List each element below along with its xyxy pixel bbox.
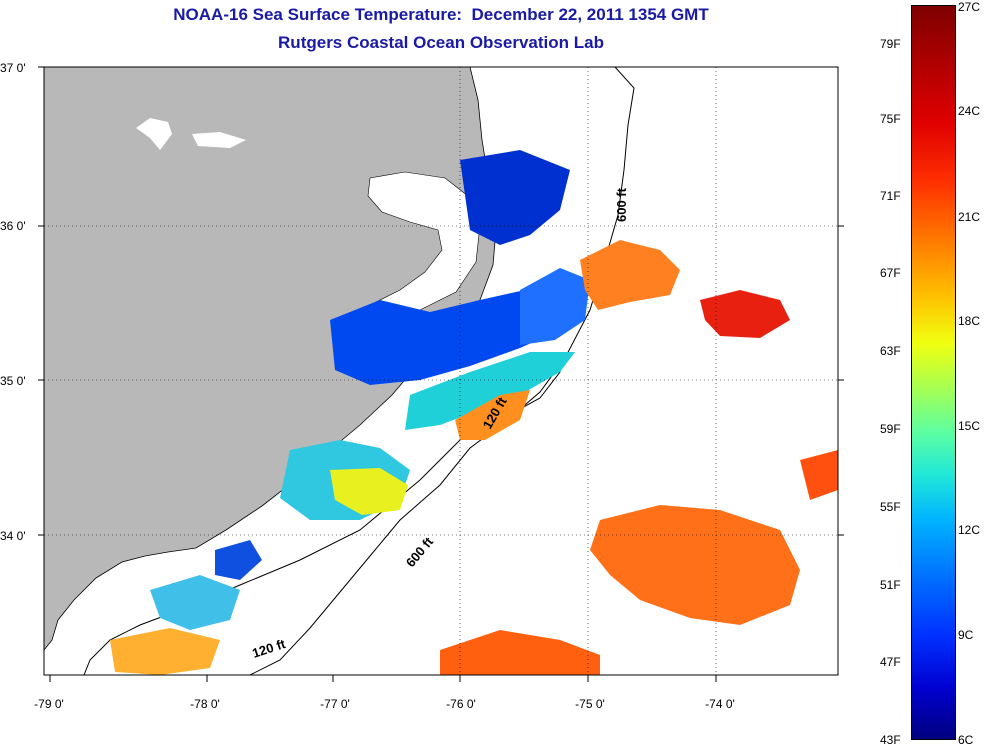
sst-blue-south: [215, 540, 262, 580]
sst-orange-south: [110, 628, 220, 675]
sst-red-patch: [700, 290, 790, 338]
lon-label-79: -79 0': [34, 697, 64, 711]
lon-label-76: -76 0': [446, 697, 476, 711]
axis-ticks: [38, 66, 844, 682]
sst-orange-bottom: [440, 630, 600, 675]
lon-label-75: -75 0': [575, 697, 605, 711]
lon-label-74: -74 0': [705, 697, 735, 711]
sst-orange-gulf: [580, 240, 680, 310]
colorbar-f-63: 63F: [880, 344, 901, 358]
sst-cyan-band: [405, 352, 575, 430]
colorbar-f-47: 47F: [880, 655, 901, 669]
map-frame: [43, 66, 839, 676]
lon-label-78: -78 0': [190, 697, 220, 711]
sst-cool-blue: [520, 268, 590, 345]
colorbar-c-9: 9C: [958, 628, 974, 642]
lat-label-34: 34 0': [0, 529, 26, 543]
colorbar-f-71: 71F: [880, 189, 901, 203]
sst-cold-north: [460, 150, 570, 245]
colorbar-c-24: 24C: [958, 104, 981, 118]
lat-label-36: 36 0': [0, 219, 26, 233]
colorbar-c-12: 12C: [958, 523, 981, 537]
sst-orange-shelf: [455, 390, 530, 440]
sst-orange-southeast: [590, 505, 800, 625]
map-subtitle: Rutgers Coastal Ocean Observation Lab: [278, 33, 604, 52]
colorbar-f-67: 67F: [880, 266, 901, 280]
colorbar-f-43: 43F: [880, 733, 901, 747]
colorbar-c-15: 15C: [958, 419, 981, 433]
colorbar-f-55: 55F: [880, 500, 901, 514]
graticule: [44, 67, 838, 675]
isobath-label-600ft-north: 600 ft: [614, 187, 629, 222]
map-title: NOAA-16 Sea Surface Temperature: Decembe…: [173, 5, 709, 24]
colorbar-f-79: 79F: [880, 37, 901, 51]
sst-cold-patch: [330, 278, 575, 385]
colorbar-f-75: 75F: [880, 112, 901, 126]
colorbar-c-21: 21C: [958, 210, 981, 224]
temperature-colorbar: [911, 5, 956, 740]
sst-cyan-south: [150, 575, 240, 630]
lat-label-37: 37 0': [0, 61, 26, 75]
river-white: [136, 118, 246, 150]
colorbar-f-59: 59F: [880, 422, 901, 436]
colorbar-c-6: 6C: [958, 733, 974, 747]
colorbar-c-18: 18C: [958, 314, 981, 328]
sst-yellow-patch: [330, 468, 408, 515]
sst-red-east: [800, 450, 838, 500]
lon-label-77: -77 0': [320, 697, 350, 711]
lat-label-35: 35 0': [0, 374, 26, 388]
colorbar-f-51: 51F: [880, 578, 901, 592]
colorbar-c-27: 27C: [958, 0, 981, 14]
